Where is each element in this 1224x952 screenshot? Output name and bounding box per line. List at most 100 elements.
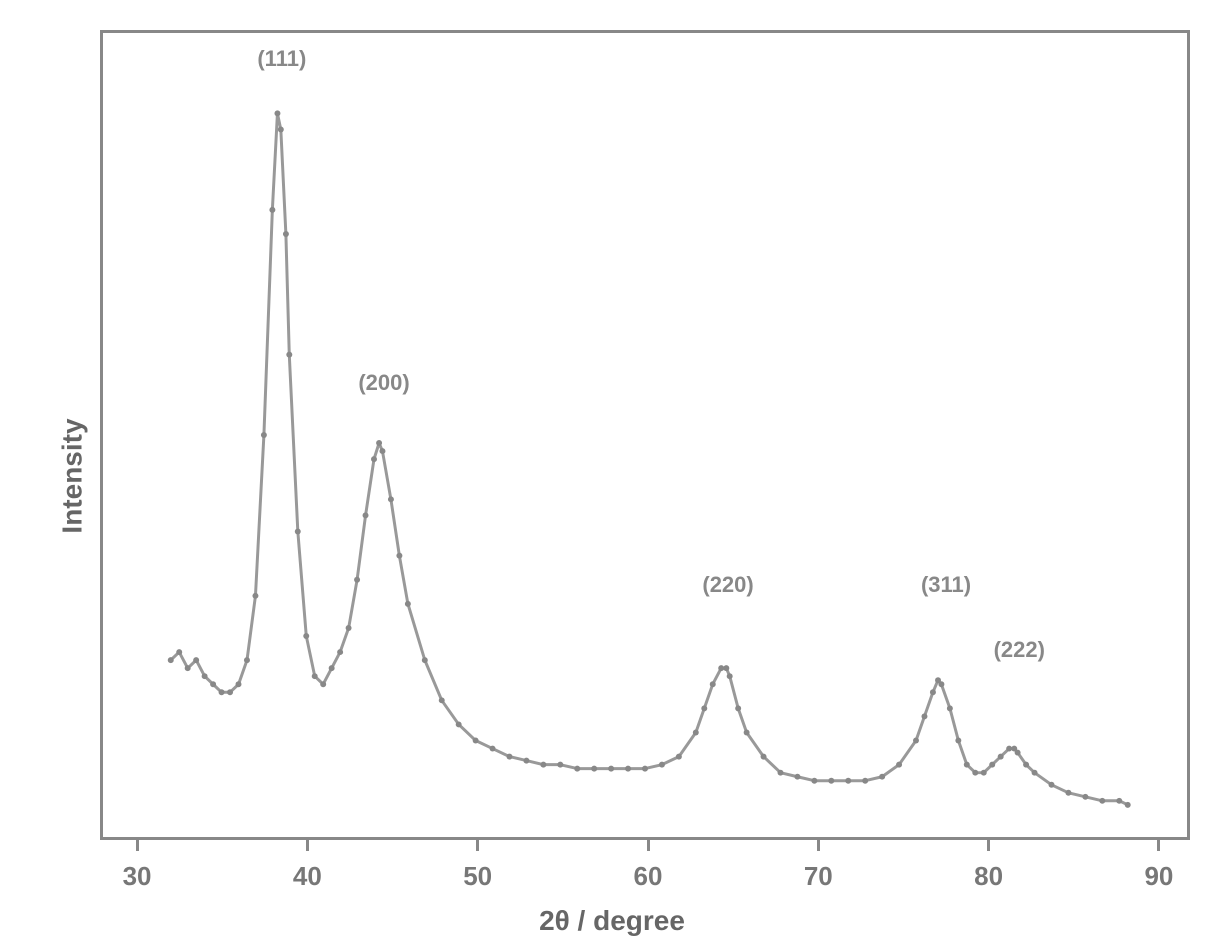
data-marker [896, 762, 902, 768]
data-marker [1032, 770, 1038, 776]
data-marker [608, 766, 614, 772]
data-marker [202, 673, 208, 679]
data-marker [735, 705, 741, 711]
x-tick-mark [1157, 837, 1160, 851]
data-marker [862, 778, 868, 784]
data-marker [794, 774, 800, 780]
data-marker [879, 774, 885, 780]
data-marker [252, 593, 258, 599]
data-marker [283, 231, 289, 237]
data-marker [473, 738, 479, 744]
data-marker [998, 754, 1004, 760]
data-marker [379, 448, 385, 454]
x-tick-label: 40 [293, 861, 322, 892]
data-marker [388, 496, 394, 502]
data-marker [168, 657, 174, 663]
data-marker [659, 762, 665, 768]
data-marker [1099, 798, 1105, 804]
data-marker [591, 766, 597, 772]
x-tick-label: 60 [634, 861, 663, 892]
data-line [103, 33, 1187, 837]
data-marker [761, 754, 767, 760]
x-tick-mark [647, 837, 650, 851]
x-tick-label: 70 [804, 861, 833, 892]
data-marker [1116, 798, 1122, 804]
x-tick-mark [476, 837, 479, 851]
xrd-chart: Intensity 2θ / degree 30405060708090(111… [0, 0, 1224, 952]
data-marker [778, 770, 784, 776]
data-marker [744, 730, 750, 736]
data-marker [210, 681, 216, 687]
data-marker [193, 657, 199, 663]
data-marker [972, 770, 978, 776]
data-marker [456, 721, 462, 727]
data-marker [286, 352, 292, 358]
data-marker [523, 758, 529, 764]
data-marker [693, 730, 699, 736]
x-axis-label: 2θ / degree [539, 905, 685, 937]
peak-label: (220) [702, 572, 753, 598]
peak-label: (111) [257, 46, 306, 72]
data-marker [354, 577, 360, 583]
data-marker [676, 754, 682, 760]
data-marker [811, 778, 817, 784]
data-marker [261, 432, 267, 438]
peak-label: (222) [994, 637, 1045, 663]
data-marker [329, 665, 335, 671]
data-marker [312, 673, 318, 679]
peak-label: (200) [358, 370, 409, 396]
data-marker [346, 625, 352, 631]
data-marker [938, 681, 944, 687]
data-marker [396, 553, 402, 559]
data-marker [1023, 762, 1029, 768]
data-marker [955, 738, 961, 744]
data-marker [1015, 750, 1021, 756]
data-marker [930, 689, 936, 695]
data-marker [303, 633, 309, 639]
data-marker [964, 762, 970, 768]
x-tick-mark [817, 837, 820, 851]
x-tick-label: 50 [463, 861, 492, 892]
data-marker [913, 738, 919, 744]
peak-label: (311) [921, 572, 971, 598]
x-tick-mark [987, 837, 990, 851]
x-tick-label: 80 [974, 861, 1003, 892]
data-marker [981, 770, 987, 776]
data-marker [625, 766, 631, 772]
data-marker [269, 207, 275, 213]
data-marker [723, 665, 729, 671]
data-marker [727, 673, 733, 679]
data-marker [507, 754, 513, 760]
diffraction-curve [171, 113, 1128, 804]
data-marker [947, 705, 953, 711]
data-marker [376, 440, 382, 446]
data-marker [236, 681, 242, 687]
data-marker [710, 681, 716, 687]
data-marker [1006, 746, 1012, 752]
data-marker [557, 762, 563, 768]
data-marker [718, 665, 724, 671]
data-marker [490, 746, 496, 752]
data-marker [363, 512, 369, 518]
data-marker [295, 529, 301, 535]
data-marker [642, 766, 648, 772]
data-marker [278, 127, 284, 133]
x-tick-mark [306, 837, 309, 851]
x-tick-mark [136, 837, 139, 851]
data-marker [845, 778, 851, 784]
data-marker [1049, 782, 1055, 788]
data-marker [989, 762, 995, 768]
data-marker [337, 649, 343, 655]
data-marker [540, 762, 546, 768]
data-marker [219, 689, 225, 695]
data-marker [176, 649, 182, 655]
data-marker [405, 601, 411, 607]
data-marker [439, 697, 445, 703]
data-marker [1125, 802, 1131, 808]
data-marker [320, 681, 326, 687]
data-marker [185, 665, 191, 671]
data-marker [921, 713, 927, 719]
x-tick-label: 30 [123, 861, 152, 892]
x-tick-label: 90 [1144, 861, 1173, 892]
data-marker [244, 657, 250, 663]
